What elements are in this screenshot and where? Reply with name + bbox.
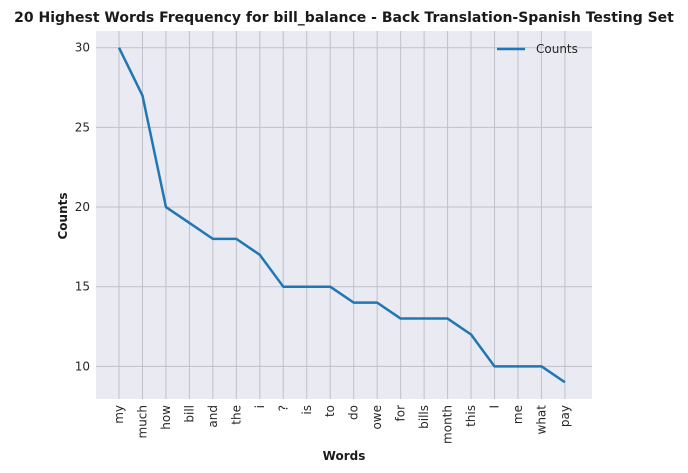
x-tick-label: owe (370, 405, 384, 430)
y-tick-label: 25 (75, 120, 90, 134)
x-axis-ticks: my much how bill and the i? is to do owe for bills mo… (112, 405, 572, 444)
legend: Counts (497, 42, 578, 56)
y-tick-label: 15 (75, 280, 90, 294)
legend-label: Counts (536, 42, 578, 56)
x-tick-label: this (464, 405, 478, 427)
grid-lines (96, 31, 592, 399)
x-tick-label: month (441, 405, 455, 444)
x-tick-label: ? (276, 405, 290, 411)
x-tick-label: and (206, 405, 220, 428)
x-tick-label: bills (417, 405, 431, 429)
series-line-counts (117, 47, 566, 384)
x-tick-label: what (534, 405, 548, 435)
x-tick-label: me (511, 405, 525, 424)
x-tick-label: I (488, 405, 502, 409)
x-tick-label: to (323, 405, 337, 417)
x-tick-label: the (229, 405, 243, 425)
y-tick-label: 20 (75, 200, 90, 214)
y-tick-label: 30 (75, 41, 90, 55)
x-tick-label: much (135, 405, 149, 439)
x-tick-label: bill (182, 405, 196, 423)
x-tick-label: do (347, 405, 361, 420)
y-tick-label: 10 (75, 359, 90, 373)
y-axis-ticks: 10 15 20 25 30 (75, 41, 90, 374)
x-tick-label: my (112, 405, 126, 424)
x-tick-label: i (253, 405, 267, 408)
x-axis-label: Words (323, 449, 366, 463)
x-tick-label: is (300, 405, 314, 415)
y-axis-label: Counts (56, 192, 70, 239)
x-tick-label: pay (558, 405, 572, 427)
x-tick-label: for (394, 405, 408, 422)
chart-title: 20 Highest Words Frequency for bill_bala… (14, 10, 674, 26)
x-tick-label: how (159, 405, 173, 430)
